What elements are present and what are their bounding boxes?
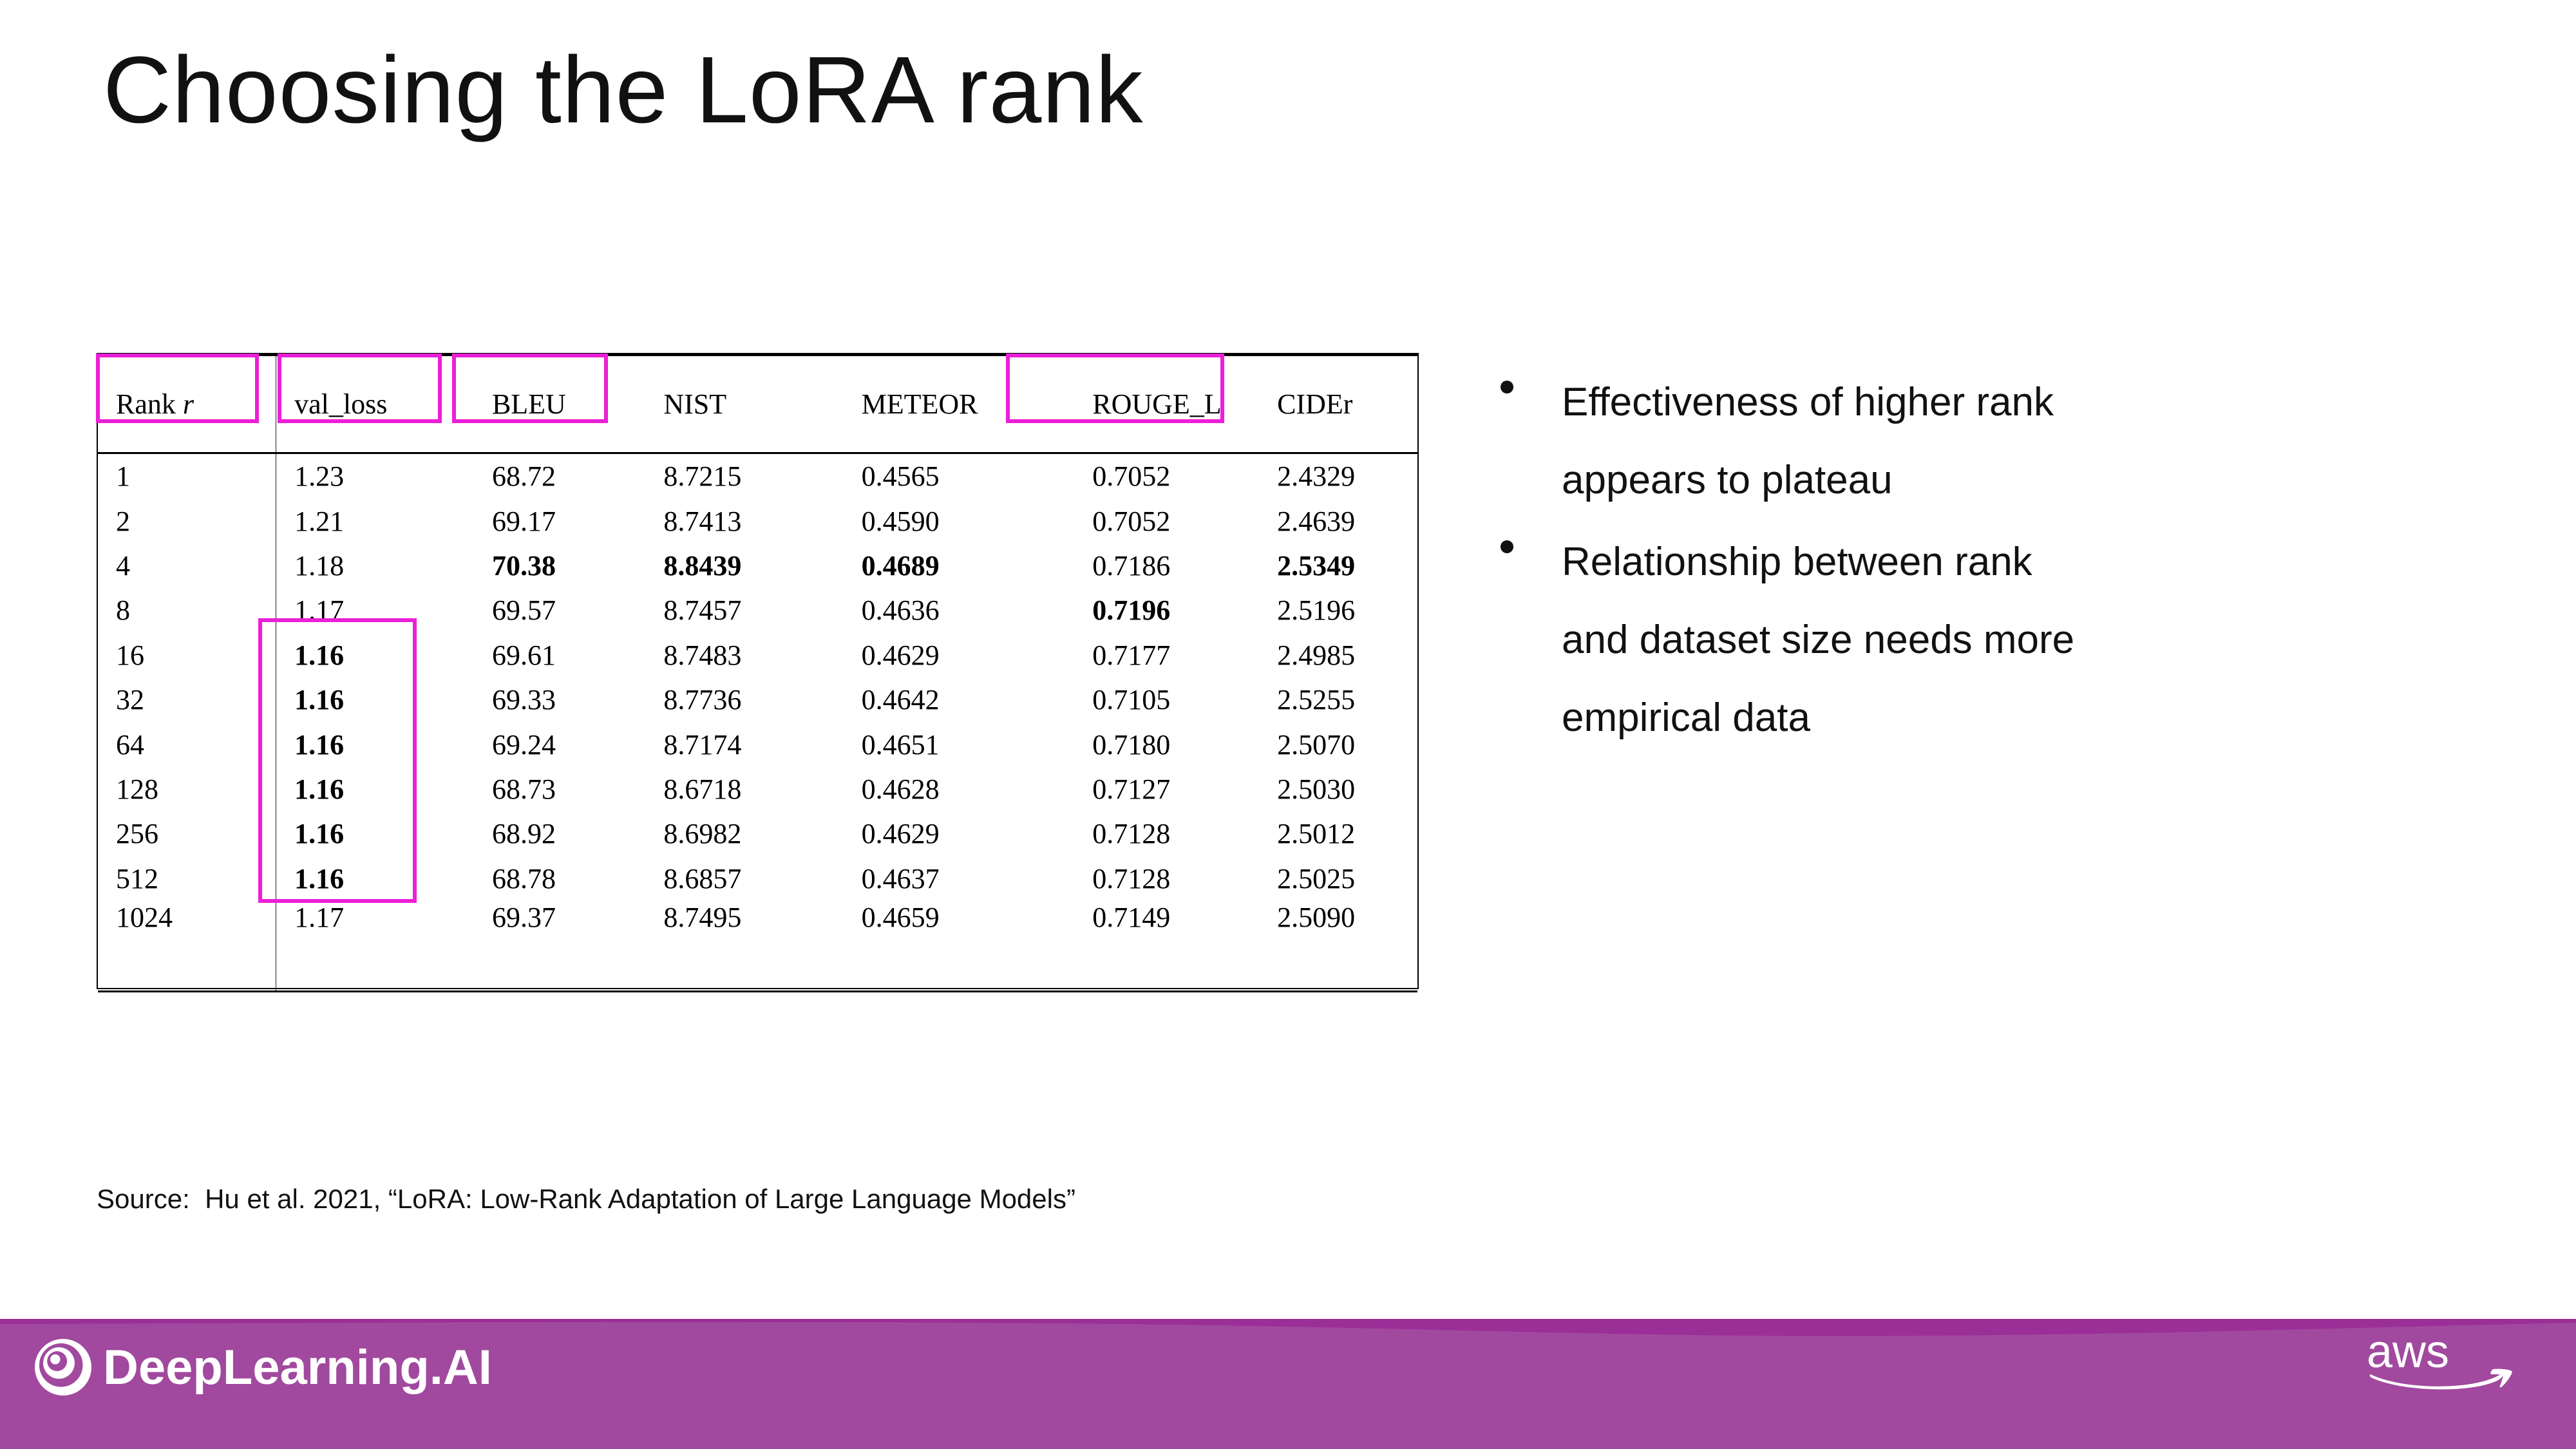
svg-text:aws: aws (2367, 1326, 2449, 1378)
